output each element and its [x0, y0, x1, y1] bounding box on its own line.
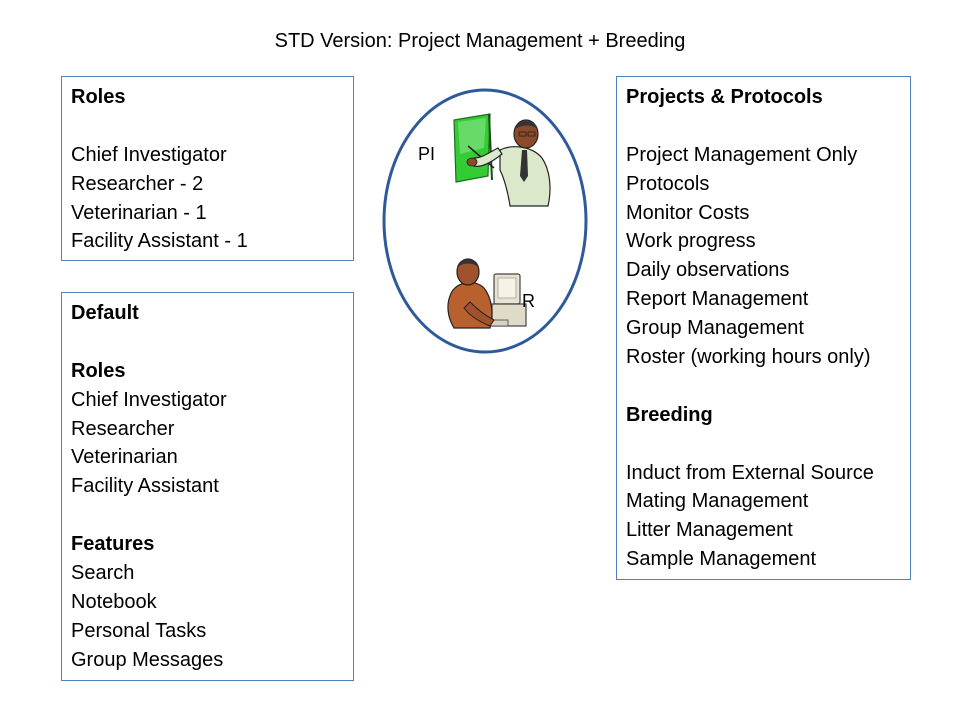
- project-item: Group Management: [626, 317, 804, 340]
- projects-heading: Projects & Protocols: [626, 86, 823, 108]
- feature-item: Personal Tasks: [71, 619, 207, 642]
- spacer: [626, 372, 901, 401]
- breeding-item: Sample Management: [626, 548, 817, 571]
- feature-item: Notebook: [71, 590, 157, 613]
- roles-item: Veterinarian - 1: [71, 201, 207, 224]
- default-box: Default Roles Chief Investigator Researc…: [61, 292, 354, 681]
- default-roles-heading: Roles: [71, 359, 126, 382]
- feature-item: Group Messages: [71, 648, 224, 671]
- default-role-item: Veterinarian: [71, 446, 178, 469]
- features-heading: Features: [71, 533, 155, 556]
- project-item: Protocols: [626, 172, 710, 195]
- pi-label: PI: [418, 144, 436, 164]
- spacer: [71, 501, 344, 530]
- roles-box: Roles Chief Investigator Researcher - 2 …: [61, 76, 354, 261]
- roles-heading: Roles: [71, 86, 126, 108]
- project-item: Monitor Costs: [626, 201, 750, 224]
- presenter-clipart-icon: [453, 113, 551, 207]
- breeding-item: Litter Management: [626, 519, 793, 542]
- projects-box: Projects & Protocols Project Management …: [616, 76, 911, 580]
- default-role-item: Chief Investigator: [71, 388, 227, 411]
- spacer: [71, 328, 344, 357]
- roles-item: Researcher - 2: [71, 172, 204, 195]
- roles-ellipse: [382, 88, 588, 354]
- default-heading: Default: [71, 302, 139, 324]
- roles-item: Facility Assistant - 1: [71, 230, 248, 253]
- feature-item: Search: [71, 562, 135, 585]
- roles-item: Chief Investigator: [71, 143, 227, 166]
- project-item: Report Management: [626, 288, 809, 311]
- breeding-heading: Breeding: [626, 403, 713, 426]
- breeding-item: Induct from External Source: [626, 461, 874, 484]
- spacer: [71, 112, 344, 141]
- project-item: Daily observations: [626, 259, 790, 282]
- spacer: [626, 430, 901, 459]
- default-role-item: Facility Assistant: [71, 475, 219, 498]
- project-item: Work progress: [626, 230, 756, 253]
- slide-title: STD Version: Project Management + Breedi…: [274, 30, 686, 52]
- spacer: [626, 112, 901, 141]
- r-label: R: [522, 291, 535, 311]
- computer-user-clipart-icon: [447, 258, 527, 329]
- breeding-item: Mating Management: [626, 490, 809, 513]
- project-item: Project Management Only: [626, 143, 858, 166]
- project-item: Roster (working hours only): [626, 346, 871, 369]
- default-role-item: Researcher: [71, 417, 175, 440]
